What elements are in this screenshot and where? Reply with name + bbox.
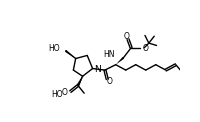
Text: HN: HN — [103, 50, 114, 59]
Text: O: O — [142, 44, 148, 53]
Polygon shape — [65, 50, 75, 59]
Polygon shape — [115, 57, 124, 65]
Text: O: O — [123, 32, 129, 41]
Text: O: O — [106, 77, 112, 86]
Polygon shape — [76, 76, 82, 86]
Text: O: O — [62, 88, 68, 97]
Text: HO: HO — [48, 44, 59, 53]
Text: N: N — [94, 65, 100, 74]
Text: HO: HO — [51, 90, 63, 99]
